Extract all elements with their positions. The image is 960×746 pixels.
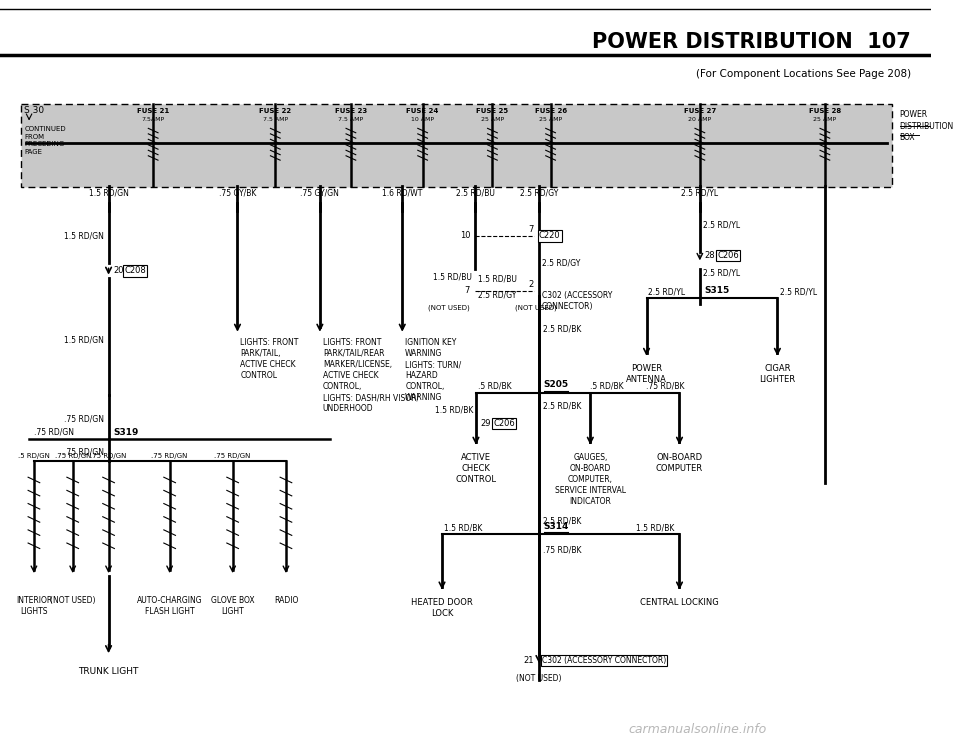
Text: .75 GY/BK: .75 GY/BK [219, 189, 256, 198]
Text: 2.5 RD/GY: 2.5 RD/GY [519, 189, 558, 198]
Text: S319: S319 [113, 427, 139, 436]
Text: 1.5 RD/BK: 1.5 RD/BK [636, 523, 674, 532]
Text: CENTRAL LOCKING: CENTRAL LOCKING [640, 598, 719, 607]
Text: FUSE 22: FUSE 22 [259, 107, 291, 113]
Text: .75 RD/GN: .75 RD/GN [152, 453, 188, 459]
Text: 2.5 RD/YL: 2.5 RD/YL [682, 189, 718, 198]
Text: 1.5 RD/GN: 1.5 RD/GN [88, 189, 129, 198]
Text: ACTIVE
CHECK
CONTROL: ACTIVE CHECK CONTROL [455, 453, 496, 484]
Text: 25 AMP: 25 AMP [481, 117, 504, 122]
Text: 2.5 RD/YL: 2.5 RD/YL [648, 287, 685, 296]
Text: C206: C206 [717, 251, 739, 260]
Text: (NOT USED): (NOT USED) [428, 305, 470, 312]
Text: 2: 2 [529, 280, 534, 289]
Text: HEATED DOOR
LOCK: HEATED DOOR LOCK [411, 598, 473, 618]
Text: 10 AMP: 10 AMP [411, 117, 434, 122]
Text: C206: C206 [493, 419, 516, 428]
Text: 21: 21 [523, 656, 534, 665]
Text: .5 RD/BK: .5 RD/BK [478, 381, 512, 391]
Bar [21, 104, 892, 186]
Text: ON-BOARD
COMPUTER: ON-BOARD COMPUTER [656, 453, 703, 473]
Text: 2.5 RD/YL: 2.5 RD/YL [703, 269, 740, 278]
Text: AUTO-CHARGING
FLASH LIGHT: AUTO-CHARGING FLASH LIGHT [137, 596, 203, 615]
Text: .75 RD/GN: .75 RD/GN [214, 453, 251, 459]
Text: 2.5 RD/BK: 2.5 RD/BK [542, 325, 581, 333]
Text: TRUNK LIGHT: TRUNK LIGHT [79, 667, 139, 676]
Text: 1.5 RD/BU: 1.5 RD/BU [433, 272, 472, 281]
Text: S 30: S 30 [24, 107, 44, 116]
Text: GLOVE BOX
LIGHT: GLOVE BOX LIGHT [211, 596, 254, 615]
Text: POWER DISTRIBUTION  107: POWER DISTRIBUTION 107 [592, 31, 911, 51]
Text: 7.5 AMP: 7.5 AMP [338, 117, 364, 122]
Text: FUSE 24: FUSE 24 [406, 107, 439, 113]
Text: .75 RD/GN: .75 RD/GN [34, 427, 74, 436]
Text: 7: 7 [529, 225, 534, 233]
Text: 1.5 RD/BU: 1.5 RD/BU [478, 275, 516, 283]
Text: 2.5 RD/YL: 2.5 RD/YL [703, 220, 740, 230]
Text: FUSE 26: FUSE 26 [535, 107, 566, 113]
Text: .75 RD/BK: .75 RD/BK [542, 545, 582, 554]
Text: 1.5 RD/BK: 1.5 RD/BK [435, 406, 473, 415]
Text: 28: 28 [705, 251, 715, 260]
Text: 1.5 RD/GN: 1.5 RD/GN [64, 336, 104, 345]
Text: 2.5 RD/BU: 2.5 RD/BU [456, 189, 494, 198]
Text: C302 (ACCESSORY CONNECTOR): C302 (ACCESSORY CONNECTOR) [541, 656, 666, 665]
Text: LIGHTS: FRONT
PARK/TAIL/REAR
MARKER/LICENSE,
ACTIVE CHECK
CONTROL,
LIGHTS: DASH/: LIGHTS: FRONT PARK/TAIL/REAR MARKER/LICE… [323, 338, 419, 413]
Text: CIGAR
LIGHTER: CIGAR LIGHTER [759, 364, 796, 384]
Text: 25 AMP: 25 AMP [539, 117, 563, 122]
Text: INTERIOR
LIGHTS: INTERIOR LIGHTS [15, 596, 52, 615]
Text: 10: 10 [460, 231, 470, 240]
Text: POWER
DISTRIBUTION
BOX: POWER DISTRIBUTION BOX [900, 110, 954, 142]
Text: (NOT USED): (NOT USED) [516, 674, 562, 683]
Text: .75 RD/BK: .75 RD/BK [645, 381, 684, 391]
Text: FUSE 28: FUSE 28 [808, 107, 841, 113]
Text: S315: S315 [705, 286, 730, 295]
Text: IGNITION KEY
WARNING
LIGHTS: TURN/
HAZARD
CONTROL,
WARNING: IGNITION KEY WARNING LIGHTS: TURN/ HAZAR… [405, 338, 462, 402]
Text: 2.5 RD/GY: 2.5 RD/GY [478, 291, 516, 300]
Text: 1.5 RD/BK: 1.5 RD/BK [444, 523, 482, 532]
Text: 29: 29 [481, 419, 492, 428]
Text: 2.5 RD/GY: 2.5 RD/GY [541, 259, 580, 268]
Text: 25 AMP: 25 AMP [813, 117, 836, 122]
Text: C220: C220 [539, 231, 561, 240]
Text: CONTINUED
FROM
PRECEDING
PAGE: CONTINUED FROM PRECEDING PAGE [24, 126, 66, 154]
Text: (NOT USED): (NOT USED) [516, 305, 557, 312]
Text: 2.5 RD/BK: 2.5 RD/BK [542, 401, 581, 410]
Text: 7.5 AMP: 7.5 AMP [263, 117, 288, 122]
Text: FUSE 21: FUSE 21 [137, 107, 169, 113]
Text: C302 (ACCESSORY
CONNECTOR): C302 (ACCESSORY CONNECTOR) [541, 291, 612, 311]
Text: 1.6 RD/WT: 1.6 RD/WT [382, 189, 422, 198]
Text: 7: 7 [465, 286, 470, 295]
Text: FUSE 23: FUSE 23 [335, 107, 367, 113]
Text: 20: 20 [113, 266, 124, 275]
Text: .75 RD/GN: .75 RD/GN [55, 453, 91, 459]
Text: .75 RD/GN: .75 RD/GN [90, 453, 127, 459]
Text: .5 RD/GN: .5 RD/GN [18, 453, 50, 459]
Text: RADIO: RADIO [274, 596, 299, 605]
Text: 1.5 RD/GN: 1.5 RD/GN [64, 231, 104, 240]
Text: 20 AMP: 20 AMP [688, 117, 711, 122]
Text: .75 GY/GN: .75 GY/GN [300, 189, 339, 198]
Text: .5 RD/BK: .5 RD/BK [590, 381, 624, 391]
Text: (For Component Locations See Page 208): (For Component Locations See Page 208) [696, 69, 911, 79]
Text: S314: S314 [543, 522, 569, 531]
Text: 7.5AMP: 7.5AMP [141, 117, 165, 122]
Text: carmanualsonline.info: carmanualsonline.info [629, 723, 767, 736]
Text: LIGHTS: FRONT
PARK/TAIL,
ACTIVE CHECK
CONTROL: LIGHTS: FRONT PARK/TAIL, ACTIVE CHECK CO… [240, 338, 299, 380]
Text: (NOT USED): (NOT USED) [50, 596, 95, 605]
Text: C208: C208 [124, 266, 146, 275]
Text: FUSE 27: FUSE 27 [684, 107, 716, 113]
Text: FUSE 25: FUSE 25 [476, 107, 509, 113]
Text: POWER
ANTENNA: POWER ANTENNA [626, 364, 667, 384]
Text: 2.5 RD/YL: 2.5 RD/YL [780, 287, 817, 296]
Text: .75 RD/GN: .75 RD/GN [63, 448, 104, 457]
Text: GAUGES,
ON-BOARD
COMPUTER,
SERVICE INTERVAL
INDICATOR: GAUGES, ON-BOARD COMPUTER, SERVICE INTER… [555, 453, 626, 507]
Text: S205: S205 [543, 380, 569, 389]
Text: .75 RD/GN: .75 RD/GN [63, 415, 104, 424]
Text: 2.5 RD/BK: 2.5 RD/BK [542, 516, 581, 525]
